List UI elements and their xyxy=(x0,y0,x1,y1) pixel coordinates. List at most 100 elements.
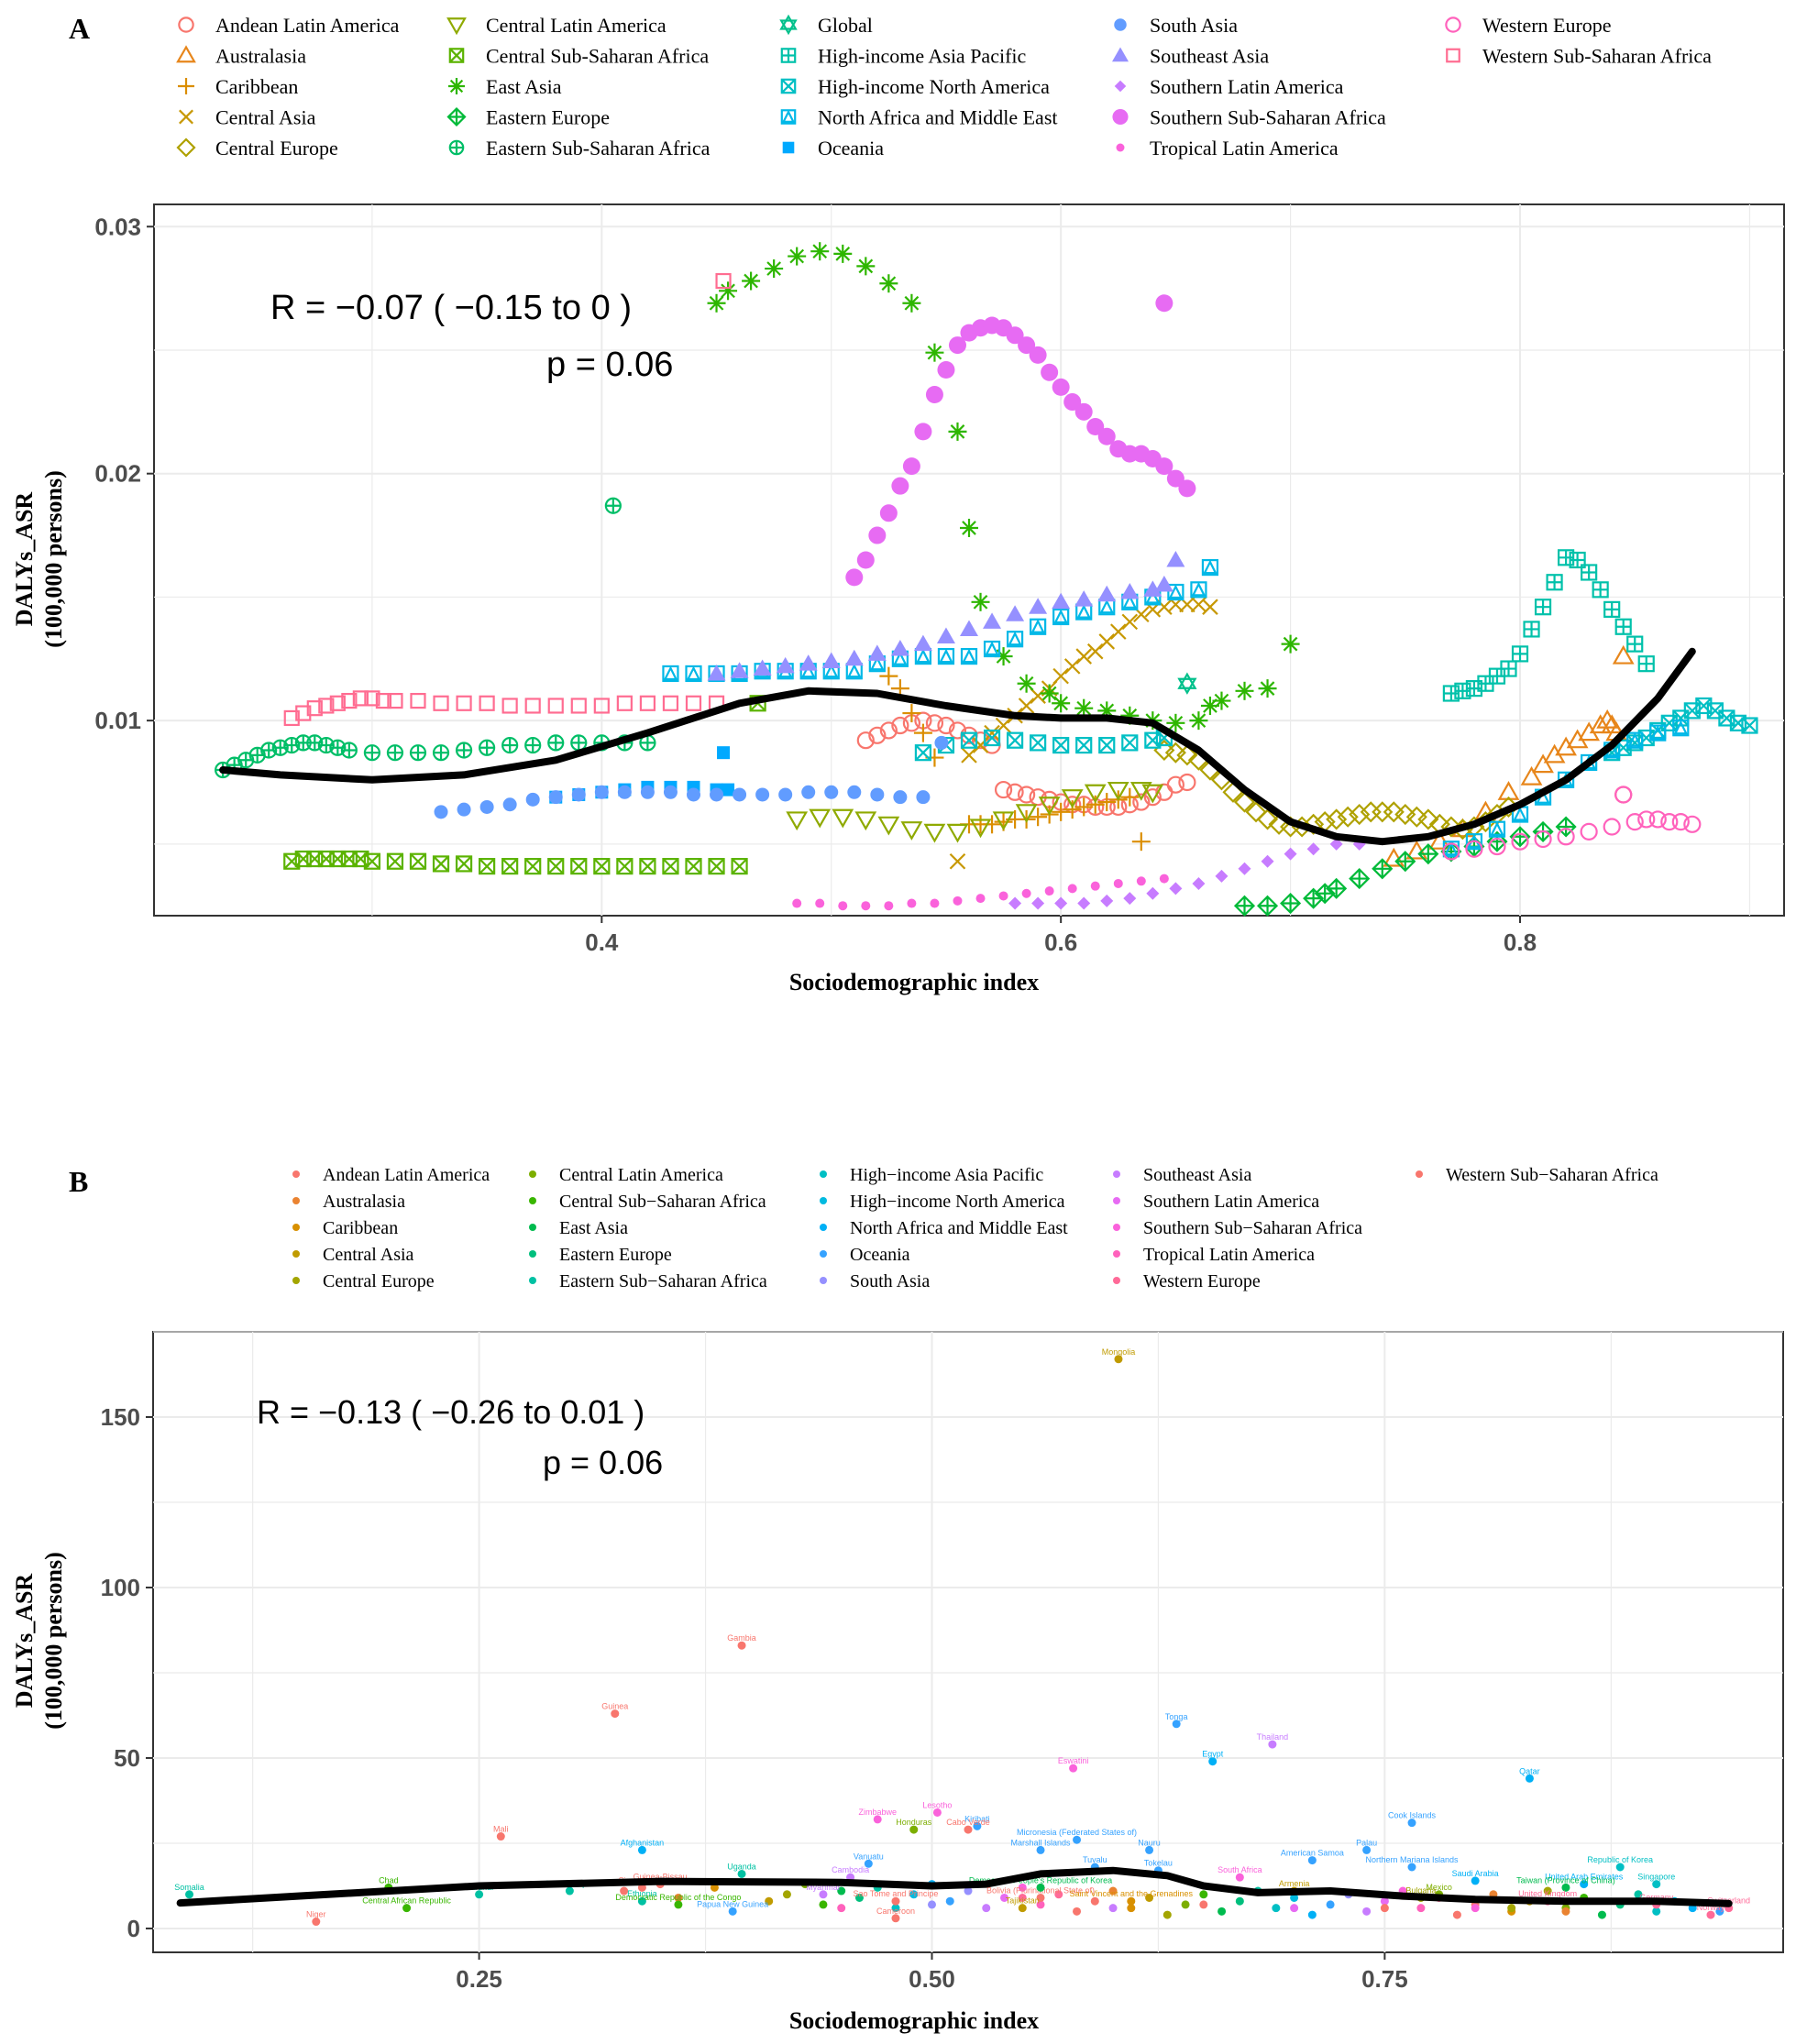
legend-item-north-africa-and-middle-east: North Africa and Middle East xyxy=(780,106,1058,129)
country-label: United Kingdom xyxy=(1518,1889,1577,1898)
legend-item-north-africa-and-middle-east: North Africa and Middle East xyxy=(820,1218,1068,1238)
data-point xyxy=(1349,803,1371,826)
data-point xyxy=(891,716,909,735)
data-point xyxy=(1107,781,1129,801)
legend-label: North Africa and Middle East xyxy=(850,1218,1068,1238)
panel-a-letter: A xyxy=(69,12,90,45)
data-point xyxy=(1307,1910,1317,1919)
legend-item-southern-latin-america: Southern Latin America xyxy=(1114,75,1344,98)
data-point xyxy=(1555,816,1577,838)
y-tick-label: 0.03 xyxy=(94,213,141,240)
legend-key xyxy=(820,1250,827,1258)
data-point xyxy=(1154,575,1173,592)
legend-item-high-income-asia-pacific: High−income Asia Pacific xyxy=(820,1165,1043,1185)
panel-b-plot-border xyxy=(152,1331,1784,1953)
legend-key xyxy=(292,1277,300,1284)
legend-key xyxy=(178,16,194,33)
data-point xyxy=(593,858,611,875)
data-point xyxy=(1380,1904,1389,1913)
legend-item-central-sub-saharan-africa: Central Sub−Saharan Africa xyxy=(529,1192,766,1212)
data-point xyxy=(1258,679,1277,698)
data-point xyxy=(902,293,921,313)
data-point xyxy=(410,692,426,709)
data-point xyxy=(810,242,830,261)
data-point xyxy=(824,785,839,799)
data-point xyxy=(722,783,735,797)
x-tick-label: 0.75 xyxy=(1361,1965,1408,1993)
data-point xyxy=(1123,892,1137,906)
data-point xyxy=(1018,786,1036,804)
data-point xyxy=(833,244,853,263)
data-point xyxy=(948,422,967,441)
data-point xyxy=(765,1896,774,1906)
panel-b-grid xyxy=(153,1331,1783,1952)
data-point xyxy=(1074,698,1094,718)
data-point xyxy=(363,852,381,870)
data-point xyxy=(1074,590,1094,607)
panel-a-y-axis-title-line1: DALYs_ASR xyxy=(11,492,38,627)
data-point xyxy=(685,858,702,875)
data-point xyxy=(969,819,992,839)
data-point xyxy=(611,1709,620,1719)
data-point xyxy=(1715,1907,1724,1916)
legend-label: Western Sub−Saharan Africa xyxy=(1446,1165,1658,1185)
data-point xyxy=(946,823,969,843)
panel-a-y-axis-title: DALYs_ASR (100,000 persons) xyxy=(11,470,67,648)
data-point xyxy=(960,647,978,665)
country-label: Cameroon xyxy=(876,1907,915,1916)
data-point xyxy=(1235,1873,1244,1882)
series-western-sub-saharan-africa xyxy=(283,272,732,727)
country-label: Norway xyxy=(1697,1903,1725,1912)
data-point xyxy=(1215,869,1229,883)
data-point xyxy=(662,695,679,711)
data-point xyxy=(707,664,726,681)
legend-item-western-europe: Western Europe xyxy=(1445,14,1612,37)
data-point xyxy=(1546,574,1563,591)
data-point xyxy=(909,1825,919,1834)
legend-label: Caribbean xyxy=(323,1218,398,1238)
legend-item-caribbean: Caribbean xyxy=(292,1218,398,1238)
legend-key xyxy=(292,1224,300,1231)
legend-label: Central Latin America xyxy=(559,1165,723,1185)
series-global xyxy=(1177,672,1197,695)
country-gambia: Gambia xyxy=(727,1633,756,1650)
data-point xyxy=(1030,618,1047,635)
country-sao-tome-and-principe: Sao Tome and Principe xyxy=(854,1889,938,1906)
data-point xyxy=(1074,402,1093,421)
data-point xyxy=(1120,583,1140,599)
data-point xyxy=(1159,874,1169,884)
country-label: Mexico xyxy=(1426,1883,1452,1892)
x-tick-label: 0.25 xyxy=(456,1965,502,1993)
legend-key xyxy=(292,1197,300,1204)
data-point xyxy=(879,721,898,740)
y-tick-label: 100 xyxy=(101,1574,140,1601)
data-point xyxy=(984,724,1000,742)
data-point xyxy=(1405,806,1427,828)
data-point xyxy=(945,1896,954,1906)
data-point xyxy=(1580,1880,1589,1889)
data-point xyxy=(457,802,471,817)
x-tick-label: 0.6 xyxy=(1044,929,1077,956)
data-point xyxy=(1580,822,1598,841)
legend-key xyxy=(448,48,465,63)
data-point xyxy=(1362,1907,1372,1916)
data-point xyxy=(847,785,862,799)
legend-label: Western Sub-Saharan Africa xyxy=(1482,45,1712,68)
legend-item-east-asia: East Asia xyxy=(448,75,562,98)
data-point xyxy=(1167,583,1184,601)
data-point xyxy=(1268,1740,1277,1749)
data-point xyxy=(1199,1900,1208,1909)
data-point xyxy=(1145,1845,1154,1854)
y-tick-label: 0 xyxy=(127,1915,140,1942)
data-point xyxy=(283,709,300,727)
legend-item-southern-sub-saharan-africa: Southern Sub−Saharan Africa xyxy=(1113,1218,1362,1238)
data-point xyxy=(1030,687,1046,704)
country-label: Armenia xyxy=(1279,1879,1310,1888)
data-point xyxy=(792,898,802,908)
data-point xyxy=(934,735,949,750)
legend-key xyxy=(448,78,465,94)
data-point xyxy=(1303,813,1325,835)
legend-key xyxy=(780,78,797,94)
data-point xyxy=(1208,1757,1218,1766)
legend-item-andean-latin-america: Andean Latin America xyxy=(292,1165,490,1185)
